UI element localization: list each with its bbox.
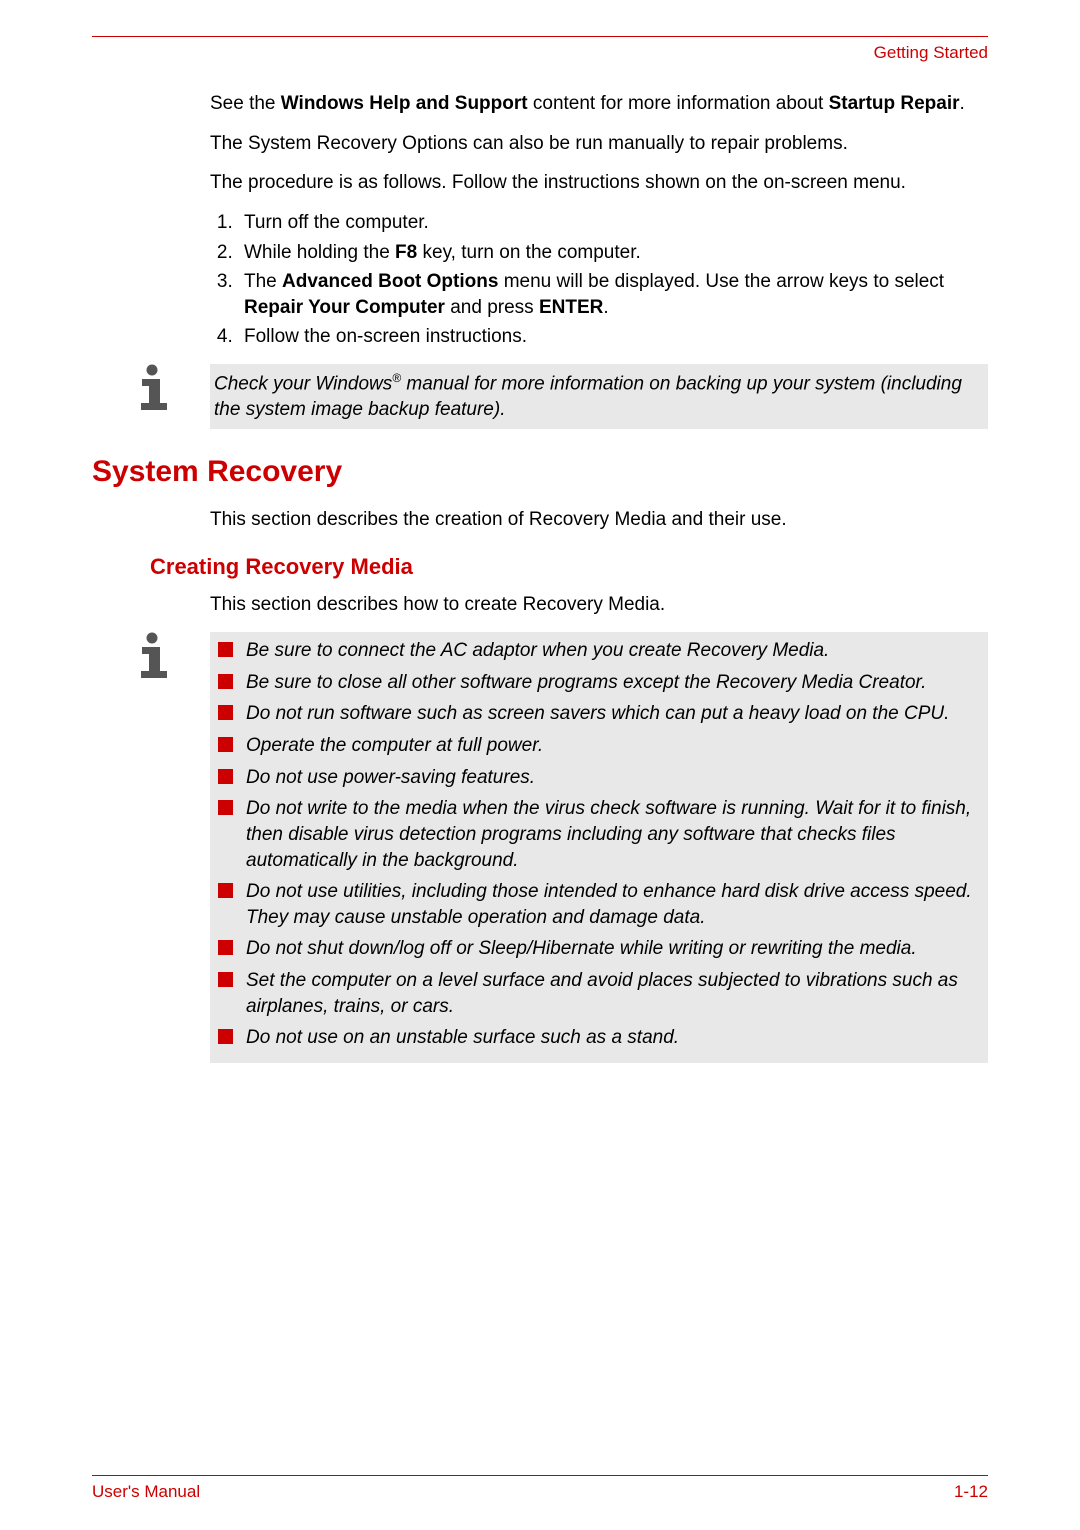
note-block-2: Be sure to connect the AC adaptor when y… [92, 632, 988, 1063]
text: content for more information about [528, 93, 829, 114]
registered-symbol: ® [392, 371, 401, 385]
list-item: Turn off the computer. [238, 210, 988, 236]
header-divider [92, 36, 988, 37]
footer-page-number: 1-12 [954, 1482, 988, 1502]
text: Turn off the computer. [244, 212, 429, 233]
list-item: Do not write to the media when the virus… [214, 796, 978, 873]
info-icon [132, 632, 172, 678]
list-item: Do not shut down/log off or Sleep/Hibern… [214, 936, 978, 962]
list-item: Do not use utilities, including those in… [214, 879, 978, 930]
info-icon [132, 364, 172, 410]
sr-intro-para: This section describes the creation of R… [210, 507, 988, 533]
bold-text: Windows Help and Support [281, 93, 528, 114]
bold-text: Startup Repair [829, 93, 960, 114]
intro-para-1: See the Windows Help and Support content… [210, 91, 988, 117]
crm-intro-block: This section describes how to create Rec… [210, 592, 988, 618]
note-text: Check your Windows® manual for more info… [210, 364, 988, 429]
list-item: Be sure to connect the AC adaptor when y… [214, 638, 978, 664]
note-block-1: Check your Windows® manual for more info… [92, 364, 988, 429]
bold-text: Repair Your Computer [244, 297, 445, 318]
bold-text: Advanced Boot Options [282, 271, 498, 292]
text: See the [210, 93, 281, 114]
list-item: Do not use power-saving features. [214, 765, 978, 791]
list-item: Do not run software such as screen saver… [214, 701, 978, 727]
list-item: Be sure to close all other software prog… [214, 670, 978, 696]
list-item: The Advanced Boot Options menu will be d… [238, 269, 988, 320]
text: . [960, 93, 965, 114]
bold-text: ENTER [539, 297, 603, 318]
list-item: Operate the computer at full power. [214, 733, 978, 759]
text: and press [445, 297, 539, 318]
list-item: While holding the F8 key, turn on the co… [238, 240, 988, 266]
note-bullet-body: Be sure to connect the AC adaptor when y… [210, 632, 988, 1063]
page-footer: User's Manual 1-12 [92, 1475, 988, 1502]
sr-intro-block: This section describes the creation of R… [210, 507, 988, 533]
text: key, turn on the computer. [417, 242, 641, 263]
text: The [244, 271, 282, 292]
intro-block: See the Windows Help and Support content… [210, 91, 988, 350]
list-item: Follow the on-screen instructions. [238, 324, 988, 350]
footer-left-label: User's Manual [92, 1482, 200, 1502]
text: menu will be displayed. Use the arrow ke… [498, 271, 944, 292]
intro-para-3: The procedure is as follows. Follow the … [210, 170, 988, 196]
intro-para-2: The System Recovery Options can also be … [210, 131, 988, 157]
text: . [603, 297, 608, 318]
list-item: Set the computer on a level surface and … [214, 968, 978, 1019]
list-item: Do not use on an unstable surface such a… [214, 1025, 978, 1051]
crm-intro-para: This section describes how to create Rec… [210, 592, 988, 618]
text: Check your Windows [214, 373, 392, 394]
text: While holding the [244, 242, 395, 263]
procedure-list: Turn off the computer. While holding the… [210, 210, 988, 350]
heading-system-recovery: System Recovery [92, 455, 988, 489]
bold-text: F8 [395, 242, 417, 263]
footer-divider [92, 1475, 988, 1476]
caution-bullet-list: Be sure to connect the AC adaptor when y… [214, 638, 978, 1051]
text: Follow the on-screen instructions. [244, 326, 527, 347]
heading-creating-recovery-media: Creating Recovery Media [150, 554, 988, 580]
header-section-label: Getting Started [92, 43, 988, 63]
